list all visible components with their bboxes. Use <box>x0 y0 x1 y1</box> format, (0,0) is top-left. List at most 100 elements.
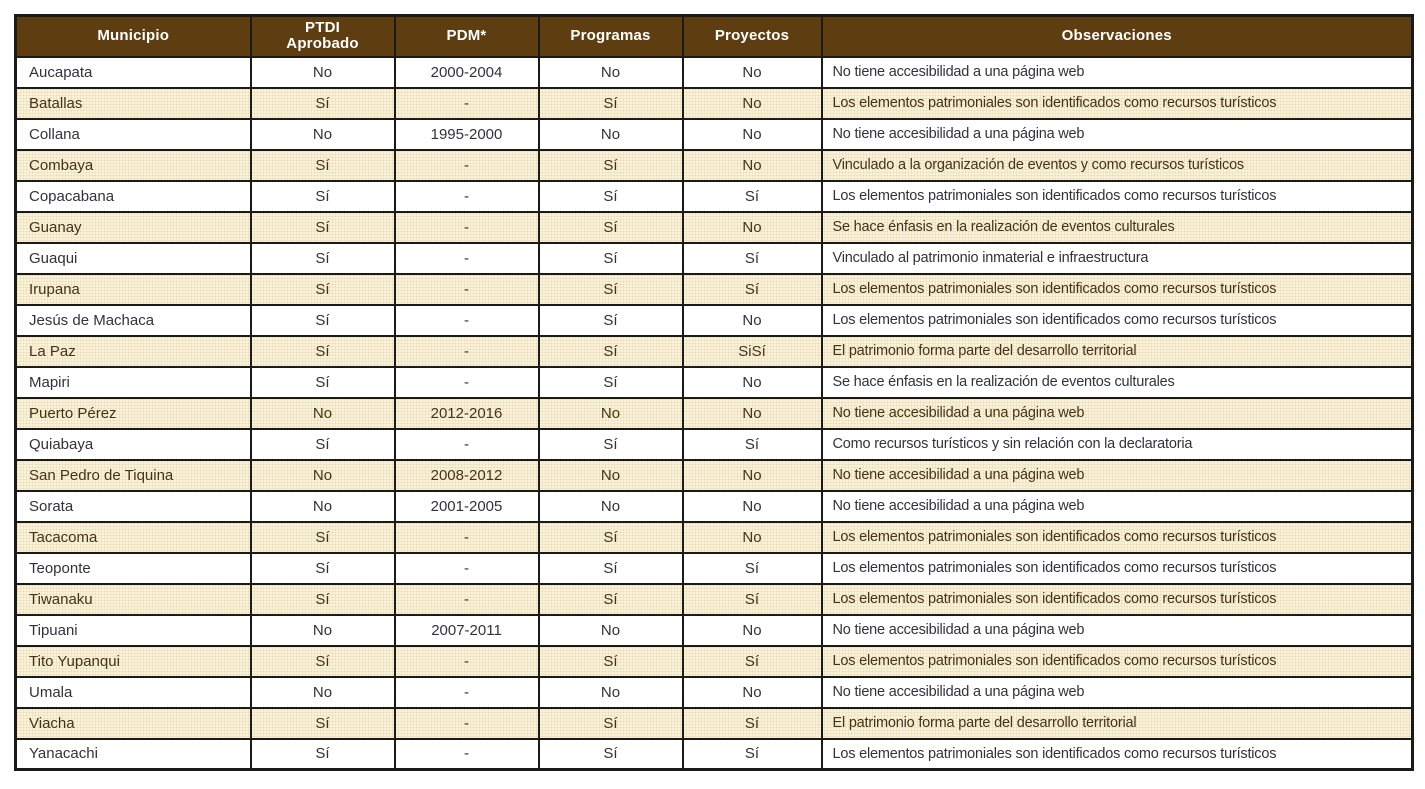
pdm-cell: - <box>393 582 540 616</box>
municipio-cell: Guaqui <box>14 241 252 275</box>
programas-cell: Sí <box>537 334 684 368</box>
municipio-cell: Irupana <box>14 272 252 306</box>
proyectos-cell: No <box>681 55 823 89</box>
municipio-cell: Quiabaya <box>14 427 252 461</box>
observaciones-cell: Los elementos patrimoniales son identifi… <box>820 86 1414 120</box>
programas-cell: Sí <box>537 303 684 337</box>
ptdi-aprobado-cell: Sí <box>249 148 396 182</box>
ptdi-aprobado-cell: Sí <box>249 644 396 678</box>
pdm-cell: - <box>393 86 540 120</box>
municipio-cell: Puerto Pérez <box>14 396 252 430</box>
table-row: Guanay Sí - Sí No Se hace énfasis en la … <box>14 210 1414 244</box>
table-row: Tiwanaku Sí - Sí Sí Los elementos patrim… <box>14 582 1414 616</box>
table-row: Quiabaya Sí - Sí Sí Como recursos turíst… <box>14 427 1414 461</box>
observaciones-cell: Los elementos patrimoniales son identifi… <box>820 551 1414 585</box>
table-row: Puerto Pérez No 2012-2016 No No No tiene… <box>14 396 1414 430</box>
ptdi-aprobado-cell: Sí <box>249 737 396 771</box>
proyectos-cell: Sí <box>681 706 823 740</box>
municipio-cell: Copacabana <box>14 179 252 213</box>
municipio-cell: Yanacachi <box>14 737 252 771</box>
municipio-cell: Combaya <box>14 148 252 182</box>
proyectos-cell: No <box>681 396 823 430</box>
observaciones-cell: No tiene accesibilidad a una página web <box>820 117 1414 151</box>
ptdi-aprobado-cell: Sí <box>249 303 396 337</box>
proyectos-cell: No <box>681 303 823 337</box>
observaciones-cell: Se hace énfasis en la realización de eve… <box>820 210 1414 244</box>
proyectos-cell: SiSí <box>681 334 823 368</box>
observaciones-cell: Como recursos turísticos y sin relación … <box>820 427 1414 461</box>
municipio-cell: San Pedro de Tiquina <box>14 458 252 492</box>
pdm-cell: - <box>393 675 540 709</box>
municipio-cell: Aucapata <box>14 55 252 89</box>
ptdi-aprobado-cell: No <box>249 117 396 151</box>
programas-cell: Sí <box>537 737 684 771</box>
header-programas: Programas <box>537 14 684 58</box>
observaciones-cell: Los elementos patrimoniales son identifi… <box>820 582 1414 616</box>
pdm-cell: - <box>393 272 540 306</box>
ptdi-aprobado-cell: No <box>249 489 396 523</box>
ptdi-aprobado-cell: No <box>249 675 396 709</box>
municipio-cell: Tipuani <box>14 613 252 647</box>
ptdi-aprobado-cell: Sí <box>249 520 396 554</box>
proyectos-cell: No <box>681 148 823 182</box>
pdm-cell: 2008-2012 <box>393 458 540 492</box>
observaciones-cell: Los elementos patrimoniales son identifi… <box>820 272 1414 306</box>
proyectos-cell: No <box>681 210 823 244</box>
table-row: Mapiri Sí - Sí No Se hace énfasis en la … <box>14 365 1414 399</box>
programas-cell: No <box>537 396 684 430</box>
proyectos-cell: Sí <box>681 179 823 213</box>
pdm-cell: 2001-2005 <box>393 489 540 523</box>
ptdi-aprobado-cell: Sí <box>249 365 396 399</box>
table-row: Guaqui Sí - Sí Sí Vinculado al patrimoni… <box>14 241 1414 275</box>
programas-cell: Sí <box>537 241 684 275</box>
observaciones-cell: El patrimonio forma parte del desarrollo… <box>820 706 1414 740</box>
ptdi-aprobado-cell: Sí <box>249 582 396 616</box>
pdm-cell: - <box>393 179 540 213</box>
table-row: Copacabana Sí - Sí Sí Los elementos patr… <box>14 179 1414 213</box>
proyectos-cell: Sí <box>681 427 823 461</box>
table-header: Municipio PTDI Aprobado PDM* Programas P… <box>14 14 1414 58</box>
header-proyectos: Proyectos <box>681 14 823 58</box>
pdm-cell: - <box>393 148 540 182</box>
pdm-cell: - <box>393 334 540 368</box>
table-row: Tipuani No 2007-2011 No No No tiene acce… <box>14 613 1414 647</box>
table-row: Jesús de Machaca Sí - Sí No Los elemento… <box>14 303 1414 337</box>
observaciones-cell: Se hace énfasis en la realización de eve… <box>820 365 1414 399</box>
municipio-cell: Guanay <box>14 210 252 244</box>
ptdi-aprobado-cell: Sí <box>249 272 396 306</box>
ptdi-aprobado-cell: Sí <box>249 179 396 213</box>
table-row: Umala No - No No No tiene accesibilidad … <box>14 675 1414 709</box>
municipio-cell: Batallas <box>14 86 252 120</box>
observaciones-cell: El patrimonio forma parte del desarrollo… <box>820 334 1414 368</box>
programas-cell: No <box>537 675 684 709</box>
ptdi-aprobado-cell: No <box>249 613 396 647</box>
pdm-cell: - <box>393 427 540 461</box>
header-ptdi-aprobado: PTDI Aprobado <box>249 14 396 58</box>
table-row: Sorata No 2001-2005 No No No tiene acces… <box>14 489 1414 523</box>
header-observaciones: Observaciones <box>820 14 1414 58</box>
pdm-cell: - <box>393 241 540 275</box>
pdm-cell: 2000-2004 <box>393 55 540 89</box>
table-row: Combaya Sí - Sí No Vinculado a la organi… <box>14 148 1414 182</box>
ptdi-aprobado-cell: Sí <box>249 86 396 120</box>
pdm-cell: 1995-2000 <box>393 117 540 151</box>
observaciones-cell: No tiene accesibilidad a una página web <box>820 458 1414 492</box>
header-row: Municipio PTDI Aprobado PDM* Programas P… <box>14 14 1414 58</box>
table-row: Tacacoma Sí - Sí No Los elementos patrim… <box>14 520 1414 554</box>
proyectos-cell: Sí <box>681 551 823 585</box>
municipio-cell: Tiwanaku <box>14 582 252 616</box>
pdm-cell: 2007-2011 <box>393 613 540 647</box>
proyectos-cell: No <box>681 489 823 523</box>
table-row: La Paz Sí - Sí SiSí El patrimonio forma … <box>14 334 1414 368</box>
programas-cell: No <box>537 613 684 647</box>
observaciones-cell: No tiene accesibilidad a una página web <box>820 675 1414 709</box>
programas-cell: Sí <box>537 179 684 213</box>
programas-cell: Sí <box>537 86 684 120</box>
municipio-cell: Umala <box>14 675 252 709</box>
table-row: Tito Yupanqui Sí - Sí Sí Los elementos p… <box>14 644 1414 678</box>
programas-cell: Sí <box>537 272 684 306</box>
observaciones-cell: Los elementos patrimoniales son identifi… <box>820 179 1414 213</box>
pdm-cell: - <box>393 737 540 771</box>
proyectos-cell: No <box>681 86 823 120</box>
